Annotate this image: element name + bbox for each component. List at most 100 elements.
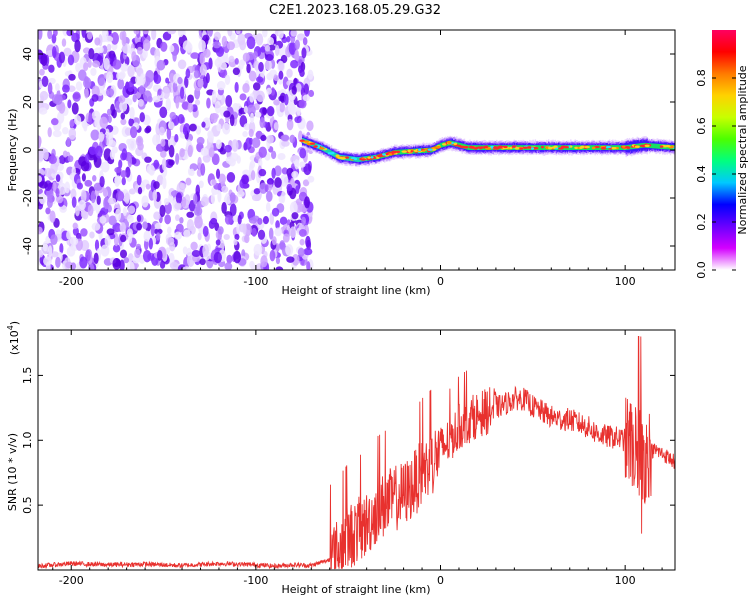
colorbar-tick-label: 0.4 — [695, 165, 708, 183]
noise-speck — [80, 228, 88, 237]
noise-speck — [257, 217, 263, 225]
noise-speck — [163, 197, 170, 206]
noise-speck — [110, 32, 119, 45]
noise-speck — [55, 174, 61, 182]
noise-speck — [186, 211, 195, 218]
noise-speck — [160, 138, 166, 147]
spectrogram-y-axis-label: Frequency (Hz) — [6, 109, 19, 192]
noise-speck — [224, 144, 232, 153]
noise-speck — [230, 152, 239, 162]
noise-speck — [84, 153, 90, 163]
noise-speck — [41, 75, 49, 87]
noise-speck — [302, 94, 311, 102]
track-peak — [370, 156, 374, 159]
snr-panel: -200 -100 0 100 0.5 1.0 1.5 Height of straigh… — [6, 321, 676, 596]
noise-speck — [89, 263, 95, 270]
noise-speck — [79, 256, 88, 269]
noise-speck — [226, 172, 236, 183]
noise-speck — [246, 36, 256, 50]
spectrogram-y-ticks: -40 -20 0 20 40 — [21, 29, 675, 271]
noise-speck — [199, 52, 206, 66]
colorbar-label: Normalized spectral amplitude — [736, 65, 749, 234]
noise-speck — [215, 46, 225, 57]
noise-speck — [162, 31, 172, 41]
noise-speck — [50, 118, 59, 126]
noise-speck — [205, 72, 210, 84]
noise-speck — [38, 135, 42, 149]
noise-speck — [182, 246, 188, 255]
track-core — [538, 145, 540, 150]
figure-title: C2E1.2023.168.05.29.G32 — [269, 3, 441, 18]
noise-speck — [274, 165, 282, 177]
noise-speck — [219, 62, 227, 71]
spectrogram-x-ticks: -200 -100 0 100 — [52, 30, 663, 288]
noise-speck — [67, 54, 75, 66]
track-core — [650, 143, 653, 149]
noise-speck — [275, 266, 284, 270]
track-peak — [509, 146, 513, 150]
noise-speck — [281, 167, 288, 175]
noise-speck — [286, 68, 293, 78]
noise-speck — [131, 51, 137, 62]
noise-speck — [262, 30, 268, 38]
noise-speck — [137, 142, 144, 151]
track-peak — [427, 148, 433, 151]
noise-speck — [169, 261, 179, 270]
noise-speck — [45, 50, 54, 57]
noise-speck — [152, 95, 161, 103]
noise-speck — [126, 261, 135, 270]
noise-speck — [83, 77, 92, 89]
track-peak — [540, 145, 544, 149]
noise-speck — [69, 119, 75, 128]
noise-speck — [43, 256, 52, 266]
noise-speck — [55, 187, 60, 198]
noise-speck — [62, 126, 69, 135]
noise-speck — [98, 46, 104, 54]
noise-speck — [161, 158, 167, 171]
track-peak — [422, 149, 426, 152]
noise-speck — [251, 262, 256, 270]
track-peak — [299, 139, 306, 142]
noise-speck — [139, 73, 146, 86]
noise-speck — [285, 244, 294, 256]
track-peak — [335, 154, 340, 157]
noise-speck — [148, 237, 153, 250]
spectrogram-x-axis-label: Height of straight line (km) — [281, 284, 430, 297]
noise-speck — [128, 188, 136, 195]
noise-speck — [57, 182, 67, 195]
noise-speck — [87, 59, 92, 68]
noise-speck — [268, 227, 274, 240]
track-peak — [496, 146, 502, 149]
noise-speck — [223, 110, 231, 118]
noise-speck — [135, 243, 142, 250]
noise-speck — [124, 192, 130, 204]
noise-speck — [301, 47, 307, 59]
track-peak — [460, 145, 465, 149]
noise-speck — [264, 45, 271, 52]
noise-speck — [221, 35, 228, 47]
track-peak — [319, 147, 325, 150]
noise-speck — [259, 117, 266, 129]
noise-speck — [106, 71, 114, 84]
track-peak — [407, 149, 411, 153]
noise-speck — [181, 196, 187, 208]
noise-speck — [291, 212, 299, 220]
noise-speck — [252, 82, 261, 91]
noise-speck — [78, 156, 88, 167]
noise-speck — [153, 74, 162, 85]
noise-speck — [194, 215, 203, 229]
noise-speck — [59, 204, 67, 213]
noise-speck — [224, 214, 233, 225]
noise-speck — [271, 207, 280, 217]
noise-speck — [242, 223, 247, 235]
noise-speck — [92, 60, 101, 68]
noise-speck — [260, 46, 266, 53]
noise-speck — [245, 137, 252, 150]
noise-speck — [67, 99, 72, 109]
y-tick-label: 0.5 — [21, 496, 34, 514]
noise-speck — [266, 134, 274, 144]
noise-speck — [302, 179, 310, 187]
track-core — [589, 145, 591, 150]
noise-speck — [269, 212, 275, 225]
noise-speck — [189, 123, 197, 132]
